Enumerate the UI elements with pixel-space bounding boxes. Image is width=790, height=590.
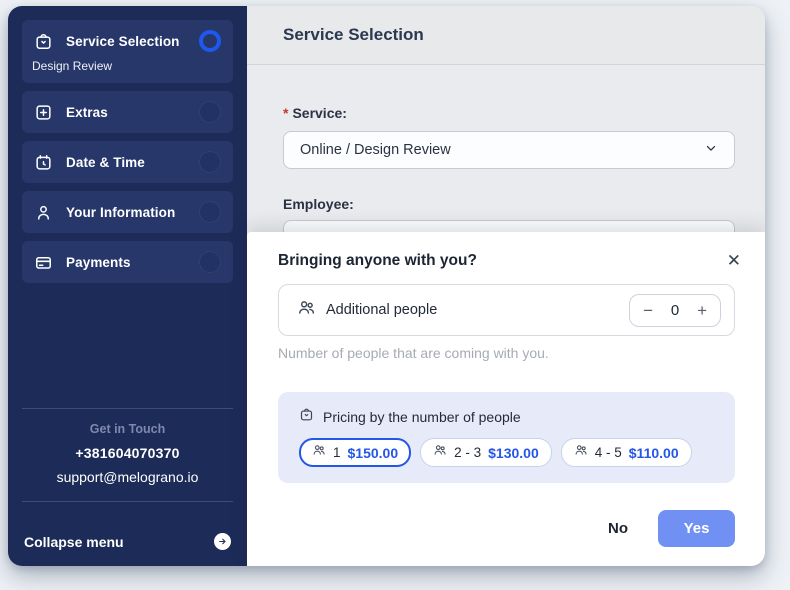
service-label-text: Service: xyxy=(292,105,347,121)
sidebar-item-payments[interactable]: Payments xyxy=(22,241,233,283)
contact-heading: Get in Touch xyxy=(89,422,166,436)
minus-button[interactable]: − xyxy=(643,300,654,320)
contact-section: Get in Touch +381604070370 support@melog… xyxy=(22,408,233,502)
service-select[interactable]: Online / Design Review xyxy=(283,131,735,169)
quantity-stepper: − 0 + xyxy=(629,293,721,327)
main-header: Service Selection xyxy=(247,6,765,65)
people-icon xyxy=(574,443,588,462)
people-icon xyxy=(297,298,316,322)
sidebar-item-date-time[interactable]: Date & Time xyxy=(22,141,233,183)
step-status-active xyxy=(199,30,221,52)
sidebar: Service Selection Design Review Extras D… xyxy=(8,6,247,566)
step-status xyxy=(199,151,221,173)
selected-service-sublabel: Design Review xyxy=(32,59,113,73)
tier-people-range: 4 - 5 xyxy=(594,445,622,460)
bag-check-icon xyxy=(34,32,53,51)
tier-people-range: 2 - 3 xyxy=(454,445,482,460)
service-form: * Service: Online / Design Review Employe… xyxy=(247,65,765,236)
people-icon xyxy=(312,443,326,462)
people-count-value: 0 xyxy=(670,301,680,319)
service-field-label: * Service: xyxy=(283,105,735,121)
people-icon xyxy=(433,443,447,462)
plus-button[interactable]: + xyxy=(697,300,707,320)
pricing-tier-4-5[interactable]: 4 - 5 $110.00 xyxy=(560,438,692,467)
sidebar-item-your-information[interactable]: Your Information xyxy=(22,191,233,233)
sidebar-item-service-selection[interactable]: Service Selection Design Review xyxy=(22,20,233,83)
tier-people-range: 1 xyxy=(333,445,341,460)
page-title: Service Selection xyxy=(283,25,424,44)
employee-field-label: Employee: xyxy=(283,196,735,212)
main-panel: Service Selection * Service: Online / Des… xyxy=(247,6,765,566)
plus-square-icon xyxy=(34,103,53,122)
sidebar-item-label: Payments xyxy=(66,254,131,270)
contact-email[interactable]: support@melograno.io xyxy=(56,469,199,485)
sidebar-item-label: Date & Time xyxy=(66,154,145,170)
collapse-menu-label: Collapse menu xyxy=(24,533,124,550)
person-icon xyxy=(34,203,53,222)
no-button[interactable]: No xyxy=(608,520,628,537)
required-asterisk: * xyxy=(283,105,289,121)
booking-app-card: Service Selection Design Review Extras D… xyxy=(8,6,765,566)
sidebar-item-extras[interactable]: Extras xyxy=(22,91,233,133)
modal-footer: No Yes xyxy=(278,510,735,547)
sidebar-item-label: Service Selection xyxy=(66,33,180,49)
tier-price: $130.00 xyxy=(488,444,539,461)
close-icon[interactable]: ✕ xyxy=(726,251,741,270)
pricing-tiers: 1 $150.00 2 - 3 $130.00 4 xyxy=(299,438,714,467)
step-status xyxy=(199,251,221,273)
yes-button[interactable]: Yes xyxy=(658,510,735,547)
pricing-box: Pricing by the number of people 1 $150.0… xyxy=(278,392,735,483)
sidebar-item-label: Extras xyxy=(66,104,108,120)
pricing-tier-1[interactable]: 1 $150.00 xyxy=(299,438,412,467)
tier-price: $110.00 xyxy=(628,444,679,461)
pricing-tier-2-3[interactable]: 2 - 3 $130.00 xyxy=(420,438,552,467)
pricing-title: Pricing by the number of people xyxy=(323,409,521,425)
chevron-down-icon xyxy=(704,141,718,160)
sidebar-item-label: Your Information xyxy=(66,204,176,220)
step-status xyxy=(199,201,221,223)
contact-phone[interactable]: +381604070370 xyxy=(75,445,180,461)
credit-card-icon xyxy=(34,253,53,272)
additional-people-modal: Bringing anyone with you? ✕ Additional p… xyxy=(247,232,765,566)
counter-helper-text: Number of people that are coming with yo… xyxy=(278,345,549,361)
collapse-menu-button[interactable]: Collapse menu xyxy=(24,533,231,550)
service-select-value: Online / Design Review xyxy=(300,142,451,158)
bag-check-icon xyxy=(299,407,314,427)
employee-label-text: Employee: xyxy=(283,196,354,212)
additional-people-label: Additional people xyxy=(326,302,438,318)
step-status xyxy=(199,101,221,123)
modal-title: Bringing anyone with you? xyxy=(278,252,477,269)
calendar-icon xyxy=(34,153,53,172)
tier-price: $150.00 xyxy=(347,444,399,461)
arrow-right-circle-icon xyxy=(214,533,231,550)
additional-people-counter-box: Additional people − 0 + xyxy=(278,284,735,336)
